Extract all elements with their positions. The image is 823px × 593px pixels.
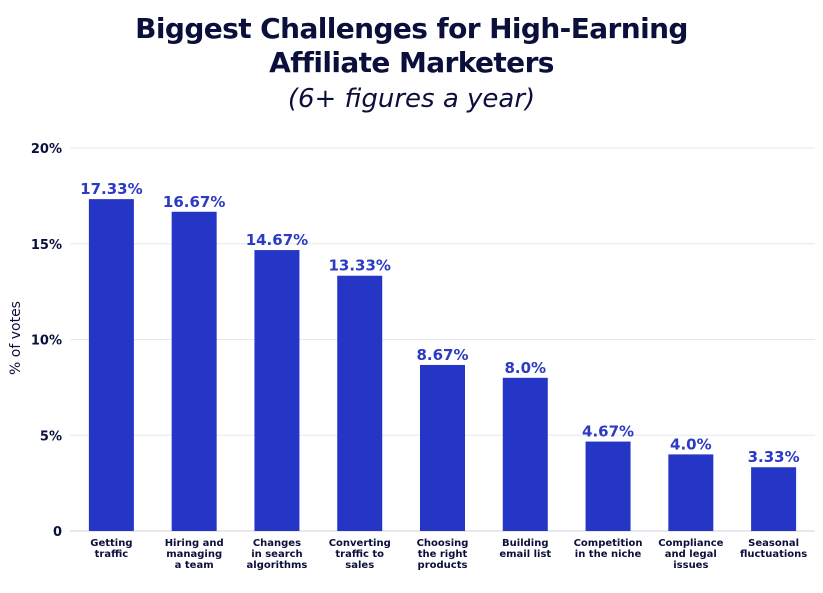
bar [88, 199, 134, 531]
y-axis-title: % of votes [8, 301, 24, 375]
category-label: Choosing the right products [417, 538, 469, 571]
y-tick-label: 5% [40, 429, 62, 444]
bar-value-label: 14.67% [246, 231, 308, 249]
bar-value-label: 3.33% [748, 448, 800, 466]
category-labels: Getting traffic Hiring and managing a team Ch… [90, 538, 807, 571]
bar-value-label: 4.67% [582, 423, 634, 441]
category-label: Building email list [499, 538, 551, 560]
category-label: Compliance and legal issues [658, 538, 723, 571]
category-label: Competition in the niche [574, 538, 643, 560]
chart-subtitle: (6+ figures a year) [287, 84, 536, 114]
category-label: Hiring and managing a team [165, 538, 224, 571]
bar-value-label: 13.33% [328, 257, 390, 275]
bar-value-label: 4.0% [670, 435, 712, 453]
bar [420, 364, 465, 531]
y-tick-label: 20% [31, 142, 62, 157]
bar [254, 250, 300, 531]
bar-value-label: 17.33% [80, 180, 142, 198]
bars [88, 199, 797, 531]
y-axis-ticks: 0 5% 10% 15% 20% [31, 142, 62, 540]
bar [668, 454, 714, 531]
bar-value-label: 8.67% [416, 346, 468, 364]
bar-value-label: 8.0% [504, 359, 546, 377]
y-tick-label: 0 [53, 525, 62, 540]
category-label: Seasonal fluctuations [740, 538, 807, 560]
bar-value-label: 16.67% [163, 193, 225, 211]
bar [502, 377, 548, 531]
category-label: Changes in search algorithms [247, 538, 308, 571]
category-label: Getting traffic [90, 538, 132, 560]
y-tick-label: 15% [31, 238, 62, 253]
chart-title-line-1: Biggest Challenges for High-Earning [135, 12, 688, 45]
bar [337, 275, 383, 531]
bar [751, 467, 797, 531]
value-labels: 17.33% 16.67% 14.67% 13.33% 8.67% 8.0% 4.67% 4.… [80, 180, 799, 466]
chart-title-line-2: Affiliate Marketers [269, 46, 554, 79]
y-tick-label: 10% [31, 334, 62, 349]
category-label: Converting traffic to sales [329, 538, 391, 571]
bar [171, 211, 217, 531]
chart-header: Biggest Challenges for High-Earning Affi… [0, 12, 823, 116]
bar [585, 441, 631, 531]
